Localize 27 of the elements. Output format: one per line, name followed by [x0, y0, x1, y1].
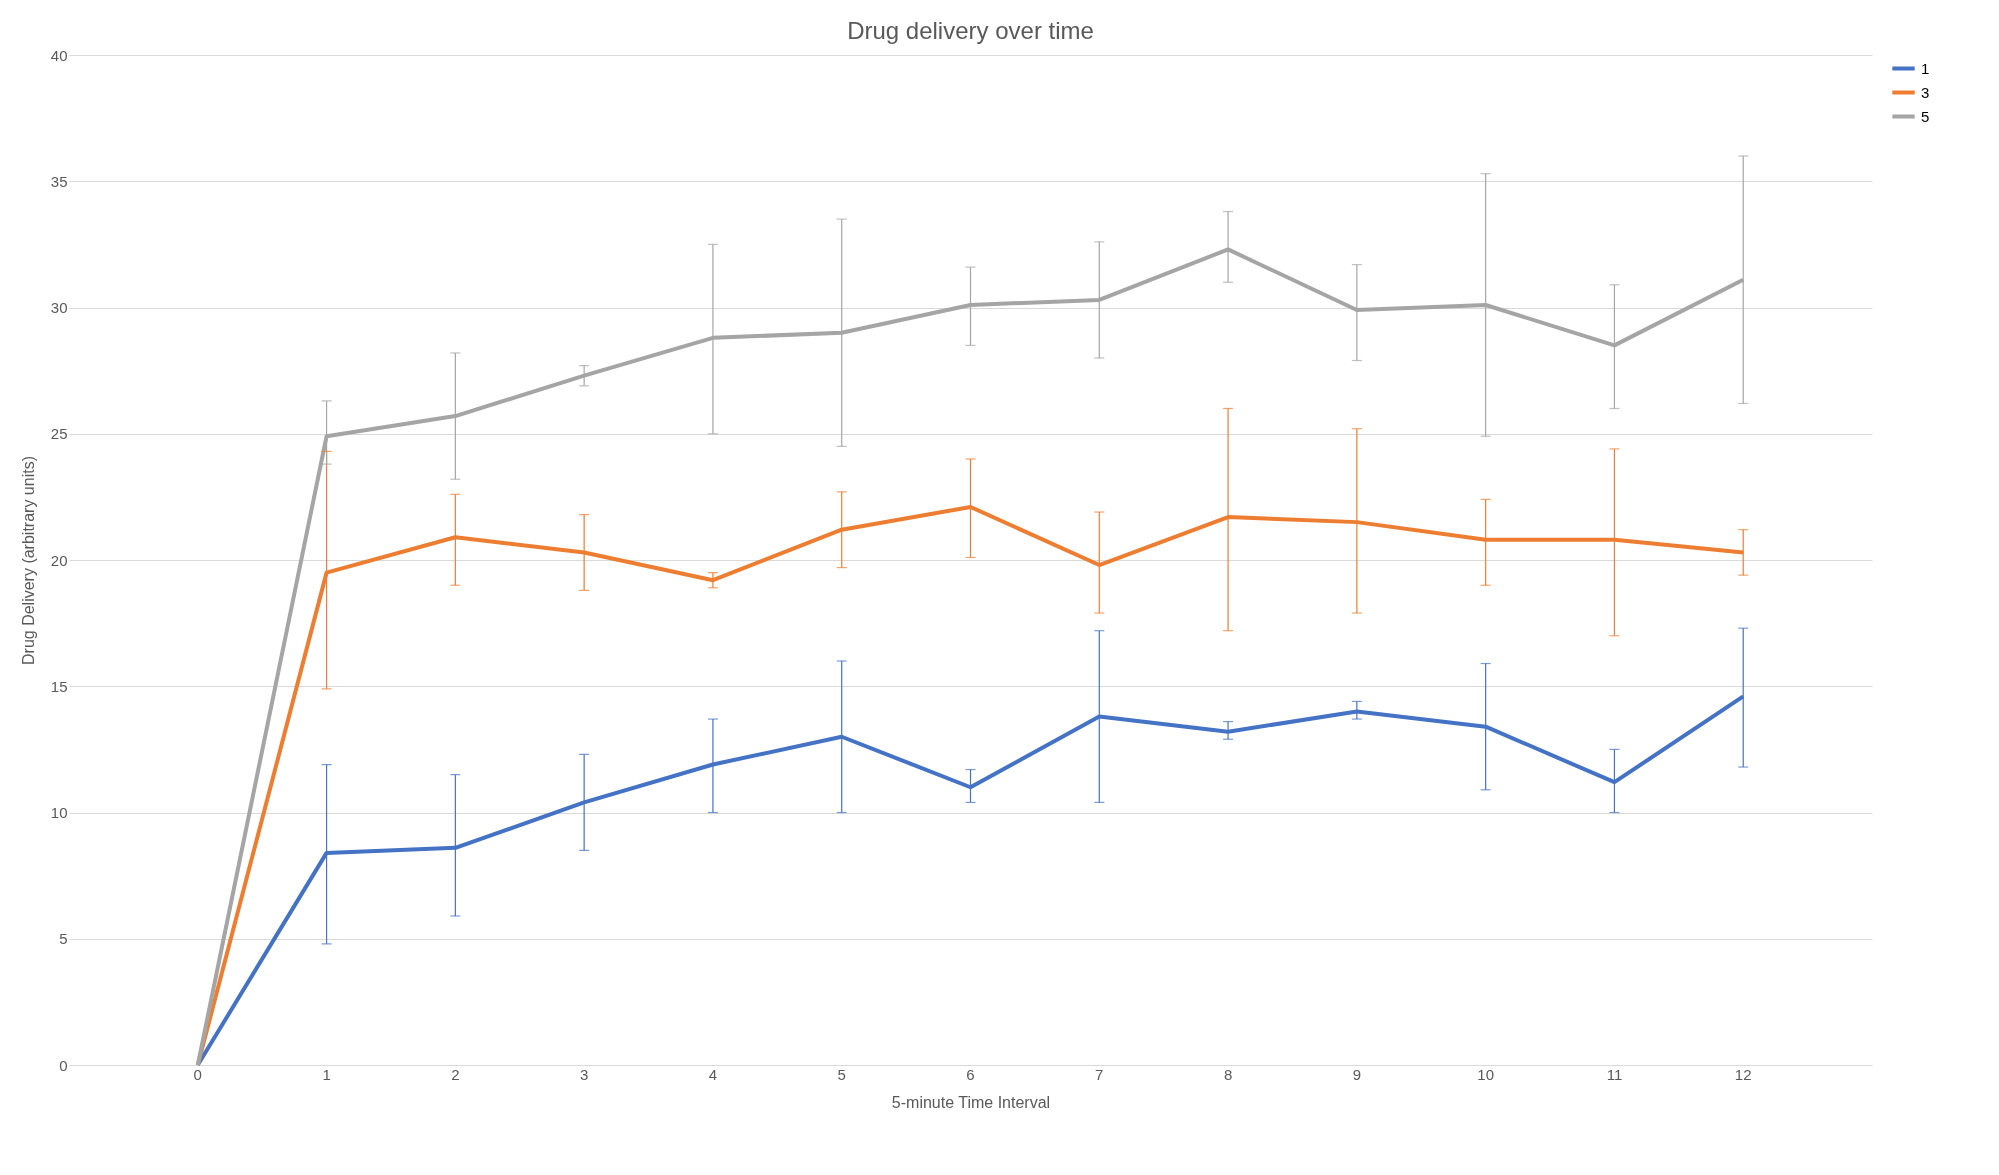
- x-tick-label: 2: [451, 1065, 460, 1083]
- y-tick-label: 40: [50, 46, 68, 64]
- y-tick-label: 15: [50, 677, 68, 695]
- x-tick-label: 6: [966, 1065, 975, 1083]
- legend-label: 3: [1921, 83, 1930, 101]
- x-tick-label: 5: [837, 1065, 846, 1083]
- x-tick-label: 4: [708, 1065, 718, 1083]
- y-tick-label: 5: [59, 930, 68, 948]
- x-tick-label: 0: [193, 1065, 202, 1083]
- y-tick-label: 35: [50, 172, 68, 190]
- legend-label: 1: [1921, 59, 1930, 77]
- y-axis-title: Drug Delivery (arbitrary units): [19, 456, 37, 665]
- x-tick-label: 7: [1095, 1065, 1104, 1083]
- x-tick-label: 8: [1223, 1065, 1233, 1083]
- x-tick-label: 12: [1734, 1065, 1752, 1083]
- legend-label: 5: [1921, 107, 1930, 125]
- x-tick-label: 11: [1606, 1065, 1623, 1083]
- y-tick-label: 20: [50, 551, 68, 569]
- y-tick-label: 25: [50, 425, 68, 443]
- x-axis-title: 5-minute Time Interval: [891, 1093, 1051, 1111]
- y-tick-label: 10: [50, 804, 68, 821]
- x-tick-label: 10: [1477, 1065, 1494, 1083]
- y-tick-label: 30: [50, 299, 68, 316]
- x-tick-label: 9: [1352, 1065, 1362, 1083]
- chart-title: Drug delivery over time: [847, 17, 1094, 44]
- x-tick-label: 1: [322, 1065, 331, 1083]
- x-tick-label: 3: [579, 1065, 589, 1083]
